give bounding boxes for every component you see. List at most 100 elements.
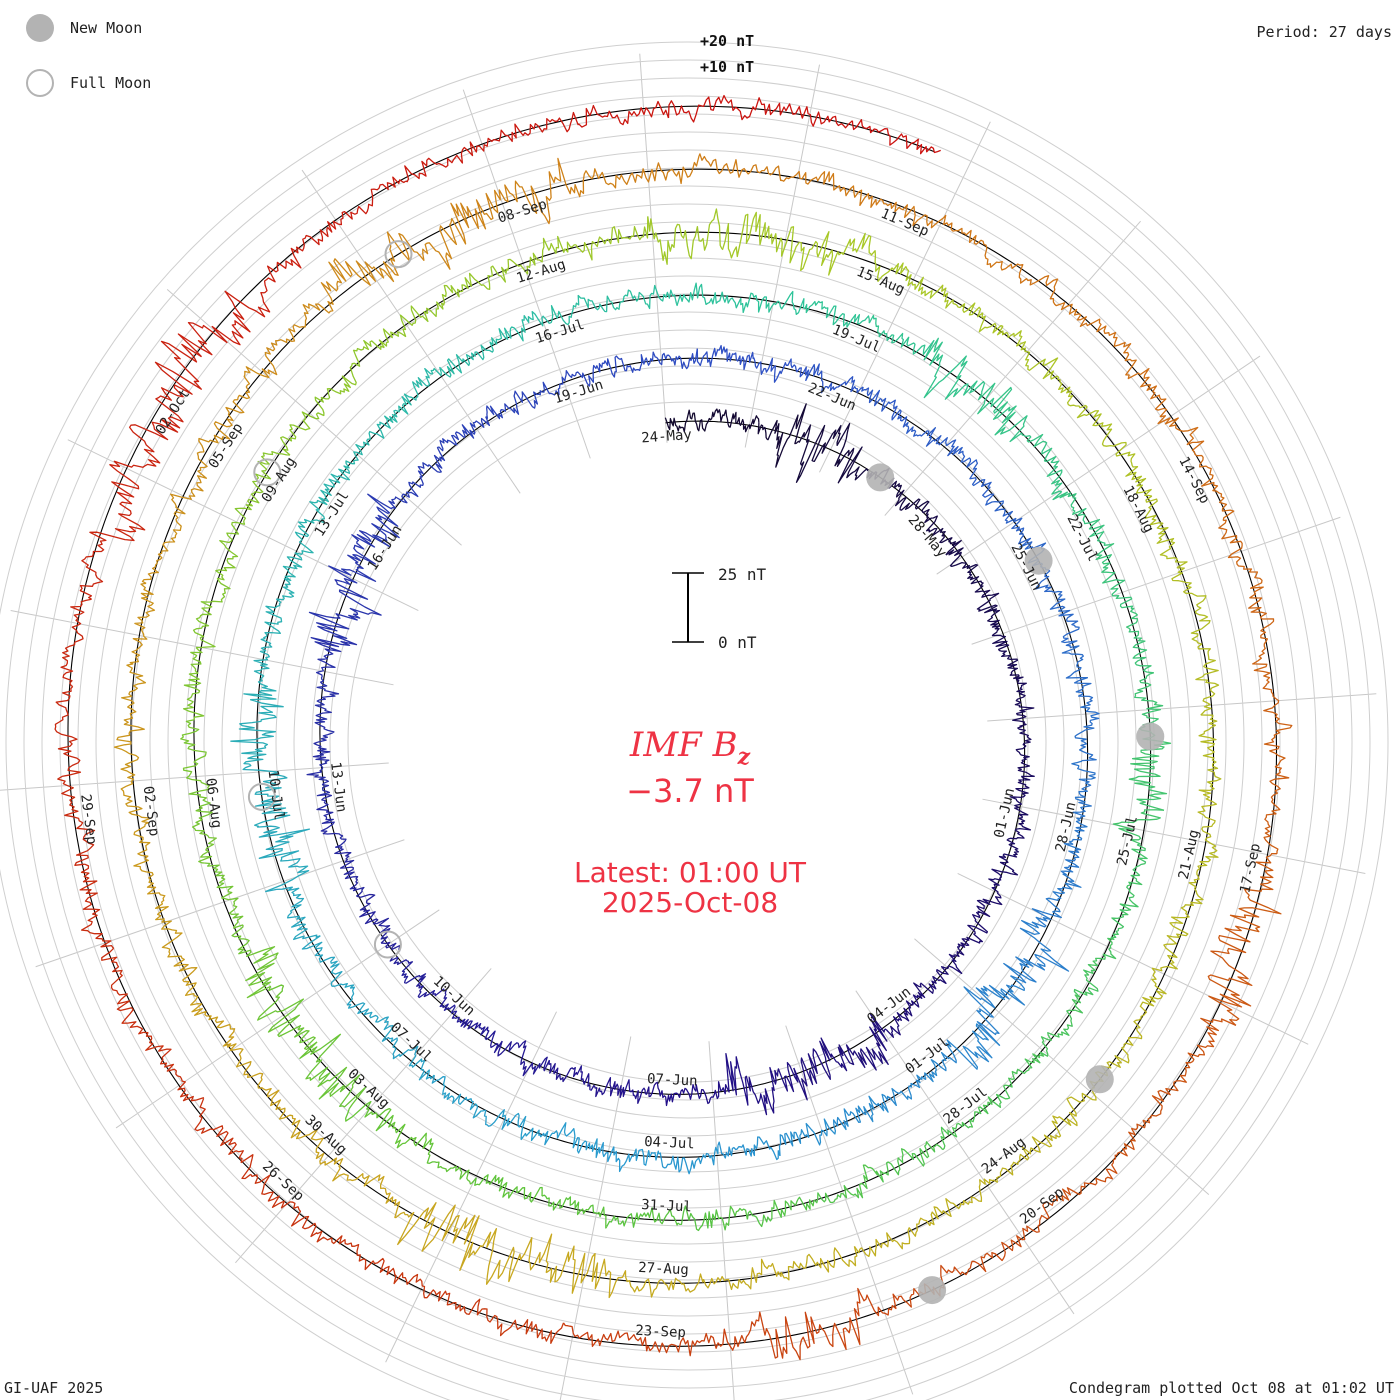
trace-segment — [468, 1227, 553, 1285]
grid-ring — [5, 59, 1371, 1400]
trace-segment — [393, 1272, 481, 1315]
trace-segment — [1031, 873, 1082, 928]
trace-segment — [441, 265, 508, 306]
trace-segment — [1194, 639, 1220, 716]
trace-segment — [177, 290, 271, 358]
trace-segment — [79, 863, 115, 949]
grid-ring — [0, 41, 1389, 1400]
trace-segment — [431, 1075, 485, 1119]
spoke — [884, 220, 1141, 516]
trace-segment — [133, 823, 166, 903]
trace-segment — [250, 1173, 318, 1238]
trace-segment — [141, 506, 186, 584]
spoke — [235, 968, 492, 1264]
trace-segment — [367, 493, 410, 548]
trace-segment — [243, 637, 277, 702]
trace-segment — [192, 577, 231, 649]
trace-segment — [943, 214, 1013, 271]
trace-segment — [1076, 314, 1141, 380]
trace-segment — [60, 598, 92, 688]
trace-segment — [57, 775, 96, 866]
trace-segment — [1169, 865, 1204, 938]
footer-credit: GI-UAF 2025 — [4, 1379, 104, 1397]
trace-segment — [922, 508, 962, 556]
trace-segment — [79, 515, 146, 600]
trace-segment — [974, 589, 1001, 636]
date-tick-label: 31-Jul — [641, 1197, 692, 1215]
trace-segment — [875, 1141, 944, 1183]
trace-segment — [996, 326, 1059, 380]
new-moon-icon — [26, 14, 54, 42]
trace-segment — [793, 231, 872, 276]
trace-segment — [886, 991, 926, 1038]
trace-segment — [282, 518, 315, 582]
trace-segment — [1263, 766, 1290, 854]
date-tick-label: 02-Sep — [140, 785, 162, 837]
trace-segment — [1059, 491, 1110, 546]
trace-segment — [757, 403, 807, 468]
trace-segment — [998, 823, 1032, 876]
grid-ring — [95, 149, 1281, 1335]
trace-segment — [430, 344, 494, 378]
trace-segment — [381, 1036, 435, 1081]
trace-segment — [647, 1328, 736, 1357]
trace-segment — [226, 1043, 282, 1111]
moon-markers — [247, 240, 1165, 1305]
date-tick-label: 10-Jul — [265, 769, 287, 821]
scale-bar: 25 nT 0 nT — [672, 565, 767, 652]
trace-segment — [667, 94, 762, 123]
latest-timestamp: Latest: 01:00 UT 2025-Oct-08 — [440, 858, 940, 918]
trace-segment — [535, 370, 591, 396]
trace-segment — [343, 419, 391, 472]
trace-segment — [593, 1077, 646, 1104]
full-moon-marker — [384, 240, 413, 269]
date-tick-label: 09-Aug — [259, 454, 300, 505]
trace-segment — [977, 382, 1032, 443]
trace-segment — [301, 935, 355, 989]
trace-segment — [113, 744, 152, 825]
date-tick-label: 06-Aug — [202, 777, 224, 829]
trace-segment — [1110, 874, 1143, 938]
trace-segment — [306, 741, 331, 797]
trace-segment — [1100, 1005, 1148, 1077]
trace-segment — [182, 647, 205, 720]
trace-segment — [265, 886, 321, 941]
grid-ring — [59, 113, 1317, 1371]
trace-segment — [746, 1196, 815, 1228]
trace-segment — [535, 157, 617, 225]
trace-segment — [334, 846, 365, 897]
trace-segment — [598, 1142, 660, 1173]
legend-new-moon: New Moon — [26, 12, 142, 44]
trace-segment — [1197, 789, 1219, 867]
trace-segment — [384, 367, 434, 424]
trace-segment — [299, 1033, 367, 1109]
trace-segment — [1140, 934, 1178, 1007]
grid-ring — [23, 77, 1353, 1400]
trace-segment — [1003, 919, 1070, 984]
trace-segment — [257, 984, 318, 1051]
date-tick-label: 08-Sep — [496, 196, 549, 226]
grid-ring — [77, 131, 1299, 1353]
trace-segment — [1229, 852, 1282, 933]
trace-segment — [395, 1202, 480, 1271]
trace-segment — [902, 1260, 987, 1308]
scale-top-label: 25 nT — [718, 565, 767, 584]
trace-segment — [151, 340, 202, 441]
trace-segment — [1116, 1088, 1173, 1157]
trace-segment — [1128, 740, 1172, 811]
trace-segment — [1015, 725, 1032, 777]
date-tick-label: 04-Jul — [644, 1134, 695, 1152]
trace-segment — [310, 636, 358, 690]
trace-segment — [861, 386, 909, 428]
spoke — [708, 1041, 735, 1400]
trace-segment — [1262, 681, 1293, 768]
spoke — [819, 121, 991, 473]
trace-segment — [702, 1258, 782, 1291]
trace-segment — [859, 192, 944, 229]
trace-segment — [381, 941, 427, 984]
trace-segment — [562, 1322, 649, 1352]
spoke — [971, 516, 1341, 645]
trace-segment — [658, 1145, 719, 1175]
trace-segment — [1057, 377, 1113, 435]
quantity-name: IMF B — [629, 725, 738, 765]
